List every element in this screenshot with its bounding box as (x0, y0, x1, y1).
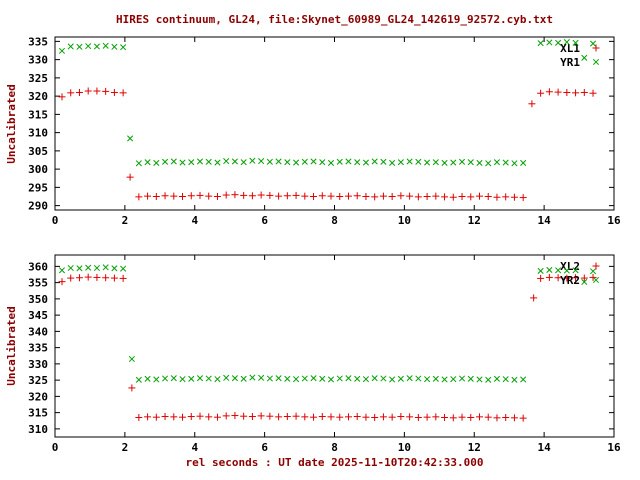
x-tick-label: 12 (468, 214, 481, 227)
y-tick-label: 350 (28, 293, 48, 306)
y-tick-label: 310 (28, 423, 48, 436)
x-tick-label: 2 (122, 214, 129, 227)
y-tick-label: 320 (28, 90, 48, 103)
x-tick-label: 6 (261, 214, 268, 227)
x-tick-label: 12 (468, 441, 481, 454)
x-tick-label: 16 (607, 441, 621, 454)
series-YR1 (58, 39, 597, 167)
x-tick-label: 14 (538, 441, 552, 454)
y-tick-label: 355 (28, 277, 48, 290)
plot-border (54, 254, 615, 438)
x-tick-label: 10 (398, 441, 411, 454)
y-tick-label: 315 (28, 407, 48, 420)
x-tick-label: 4 (191, 441, 198, 454)
x-tick-label: 0 (52, 214, 59, 227)
y-tick-label: 340 (28, 325, 48, 338)
series-YR2 (58, 264, 597, 383)
y-tick-label: 360 (28, 260, 48, 273)
series-XL2 (58, 273, 597, 422)
x-tick-label: 0 (52, 441, 59, 454)
x-tick-label: 8 (331, 214, 338, 227)
x-tick-label: 8 (331, 441, 338, 454)
y-tick-label: 345 (28, 309, 48, 322)
y-tick-label: 325 (28, 72, 48, 85)
y-tick-label: 310 (28, 127, 48, 140)
y-tick-label: 295 (28, 181, 48, 194)
y-tick-label: 315 (28, 108, 48, 121)
x-tick-label: 6 (261, 441, 268, 454)
y-tick-label: 335 (28, 342, 48, 355)
x-tick-label: 10 (398, 214, 411, 227)
y-tick-label: 300 (28, 163, 48, 176)
y-tick-label: 325 (28, 374, 48, 387)
y-tick-label: 335 (28, 35, 48, 48)
y-tick-label: 330 (28, 54, 48, 67)
legend-label-XL1: XL1 (560, 42, 580, 55)
chart-title: HIRES continuum, GL24, file:Skynet_60989… (115, 13, 554, 26)
legend-label-YR2: YR2 (560, 274, 580, 287)
x-tick-label: 16 (607, 214, 621, 227)
x-tick-label: 2 (122, 441, 129, 454)
y-tick-label: 330 (28, 358, 48, 371)
y-tick-label: 320 (28, 390, 48, 403)
y-tick-label: 290 (28, 200, 48, 213)
plot-border (54, 36, 615, 211)
x-tick-label: 4 (191, 214, 198, 227)
plot-2: 0 2 4 6 8 10 12 14 16 310 315 320 325 330 335 340 345 350… (28, 254, 621, 454)
x-axis-label: rel seconds : UT date 2025-11-10T20:42:3… (185, 456, 484, 469)
x-tick-label: 14 (538, 214, 552, 227)
series-XL1 (58, 87, 597, 202)
plot-1: 0 2 4 6 8 10 12 14 16 290 295 300 305 310 315 320 325 330… (28, 35, 621, 227)
y-tick-label: 305 (28, 145, 48, 158)
legend-label-YR1: YR1 (560, 56, 580, 69)
